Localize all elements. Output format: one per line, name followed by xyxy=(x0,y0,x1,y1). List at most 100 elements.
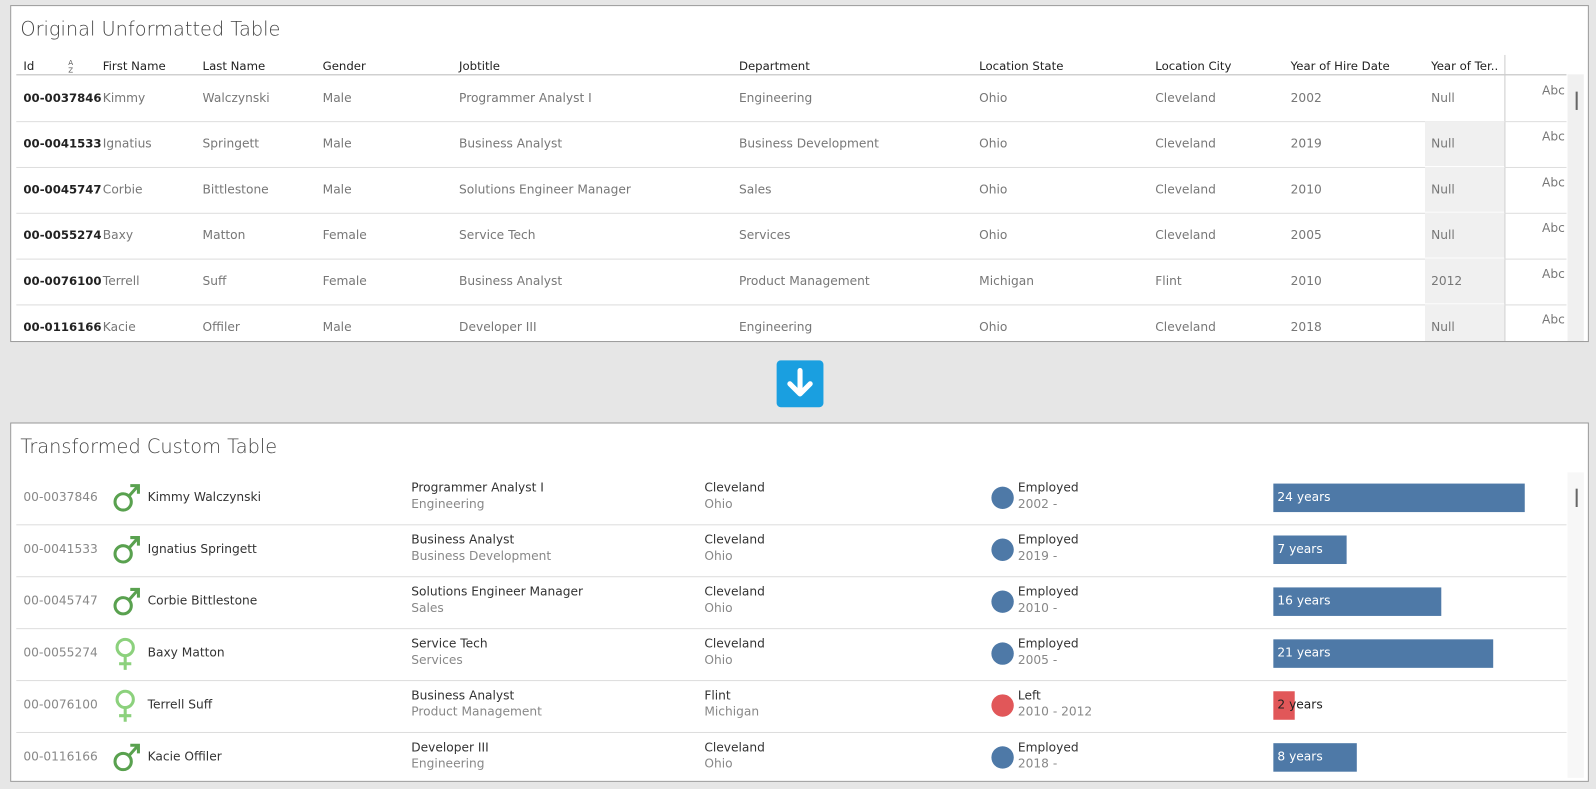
cell: Ohio xyxy=(979,182,1008,197)
row-separator xyxy=(16,258,1567,260)
employee-name: Terrell Suff xyxy=(147,697,213,712)
cell: Null xyxy=(1431,182,1455,197)
row-separator xyxy=(16,304,1567,306)
cell: Business Analyst xyxy=(459,136,563,151)
state: Michigan xyxy=(704,704,760,719)
cell: Developer III xyxy=(459,319,537,334)
department: Product Management xyxy=(411,704,542,719)
employee-name: Corbie Bittlestone xyxy=(147,593,258,608)
employee-name: Kimmy Walczynski xyxy=(147,489,262,504)
department: Engineering xyxy=(411,496,485,512)
status-dot xyxy=(991,590,1014,613)
department: Services xyxy=(411,652,463,667)
cell: Sales xyxy=(738,182,772,197)
employee-id: 00-0037846 xyxy=(23,489,98,504)
employee-name: Ignatius Springett xyxy=(147,541,257,556)
sort-icon[interactable]: AZ xyxy=(68,59,78,73)
icon-arrow xyxy=(128,484,140,497)
cell: Ignatius xyxy=(102,136,152,151)
cell: Service Tech xyxy=(459,228,536,243)
column-header: Year of Hire Date xyxy=(1290,59,1390,74)
cell: Abc xyxy=(1542,266,1565,281)
column-header: Department xyxy=(738,59,810,74)
cell: Ohio xyxy=(979,319,1008,334)
jobtitle: Developer III xyxy=(411,740,489,755)
status-dot xyxy=(991,486,1014,510)
icon-ring xyxy=(113,751,133,772)
cell: Male xyxy=(322,136,352,151)
state: Ohio xyxy=(704,496,733,512)
cell: Abc xyxy=(1542,220,1565,236)
department: Sales xyxy=(411,600,444,615)
state: Ohio xyxy=(704,652,733,667)
row-separator xyxy=(16,731,1567,734)
id-cell: 00-0116166 xyxy=(23,319,102,334)
cell: Michigan xyxy=(979,273,1034,289)
department: Engineering xyxy=(411,756,485,771)
cell: Null xyxy=(1431,319,1455,334)
custom-table-panel: Transformed Custom Table 00-0037846 Kimmy… xyxy=(10,422,1589,782)
row-separator xyxy=(16,121,1567,123)
column-header: Jobtitle xyxy=(459,59,500,74)
svg-text:Z: Z xyxy=(68,65,73,73)
tenure-bar xyxy=(1273,535,1347,565)
scrollbar[interactable] xyxy=(1567,74,1584,342)
column-header: Year of Ter.. xyxy=(1431,59,1499,74)
cell: Solutions Engineer Manager xyxy=(459,182,631,197)
cell: Kimmy xyxy=(102,90,146,105)
icon-arrow xyxy=(128,536,140,549)
city: Flint xyxy=(704,688,731,703)
cell: Baxy xyxy=(102,228,134,243)
cell: Services xyxy=(738,228,791,243)
gender-icon xyxy=(115,637,135,670)
id-cell: 00-0045747 xyxy=(23,182,102,197)
cell: 2005 xyxy=(1290,228,1322,243)
cell: 2002 xyxy=(1290,90,1322,105)
cell: Walczynski xyxy=(202,90,270,105)
tenure-label: 16 years xyxy=(1277,593,1331,608)
row-separator xyxy=(16,628,1567,630)
city: Cleveland xyxy=(704,532,765,547)
status: Employed xyxy=(1017,740,1079,755)
null-bg xyxy=(1425,166,1505,212)
period: 2010 - 2012 xyxy=(1017,704,1093,719)
null-bg xyxy=(1425,121,1505,166)
cell: Engineering xyxy=(738,90,813,105)
state: Ohio xyxy=(704,600,733,615)
employee-name: Kacie Offiler xyxy=(147,749,222,764)
column-header: Last Name xyxy=(202,59,266,74)
icon-ring xyxy=(115,689,135,710)
cell: Suff xyxy=(202,273,227,289)
icon-arrow xyxy=(128,743,140,757)
employee-id: 00-0116166 xyxy=(23,749,98,764)
tenure-label: 7 years xyxy=(1277,541,1323,556)
cell: Flint xyxy=(1155,273,1182,289)
period: 2002 - xyxy=(1017,496,1058,512)
gender-icon xyxy=(113,587,140,616)
period: 2019 - xyxy=(1017,548,1058,563)
cell: Engineering xyxy=(738,319,813,334)
icon-ring xyxy=(113,492,133,512)
icon-ring xyxy=(113,544,133,564)
row-separator xyxy=(16,524,1567,526)
column-header: Location City xyxy=(1155,59,1232,74)
icon-ring xyxy=(115,637,135,658)
cell: Null xyxy=(1431,228,1455,243)
tenure-bar xyxy=(1273,743,1358,772)
jobtitle: Programmer Analyst I xyxy=(411,480,544,495)
scrollbar[interactable] xyxy=(1567,472,1584,778)
cell: Matton xyxy=(202,228,246,243)
city: Cleveland xyxy=(704,636,765,651)
period: 2010 - xyxy=(1017,600,1058,615)
gender-icon xyxy=(113,536,140,564)
column-header: First Name xyxy=(102,59,166,74)
gender-icon xyxy=(113,484,140,512)
cell: Male xyxy=(322,319,352,334)
cell: Offiler xyxy=(202,319,240,334)
cell: Abc xyxy=(1542,129,1565,144)
cell: Null xyxy=(1431,90,1455,105)
cell: Abc xyxy=(1542,312,1565,327)
cell: Business Development xyxy=(738,136,879,151)
cell: 2012 xyxy=(1431,273,1463,289)
